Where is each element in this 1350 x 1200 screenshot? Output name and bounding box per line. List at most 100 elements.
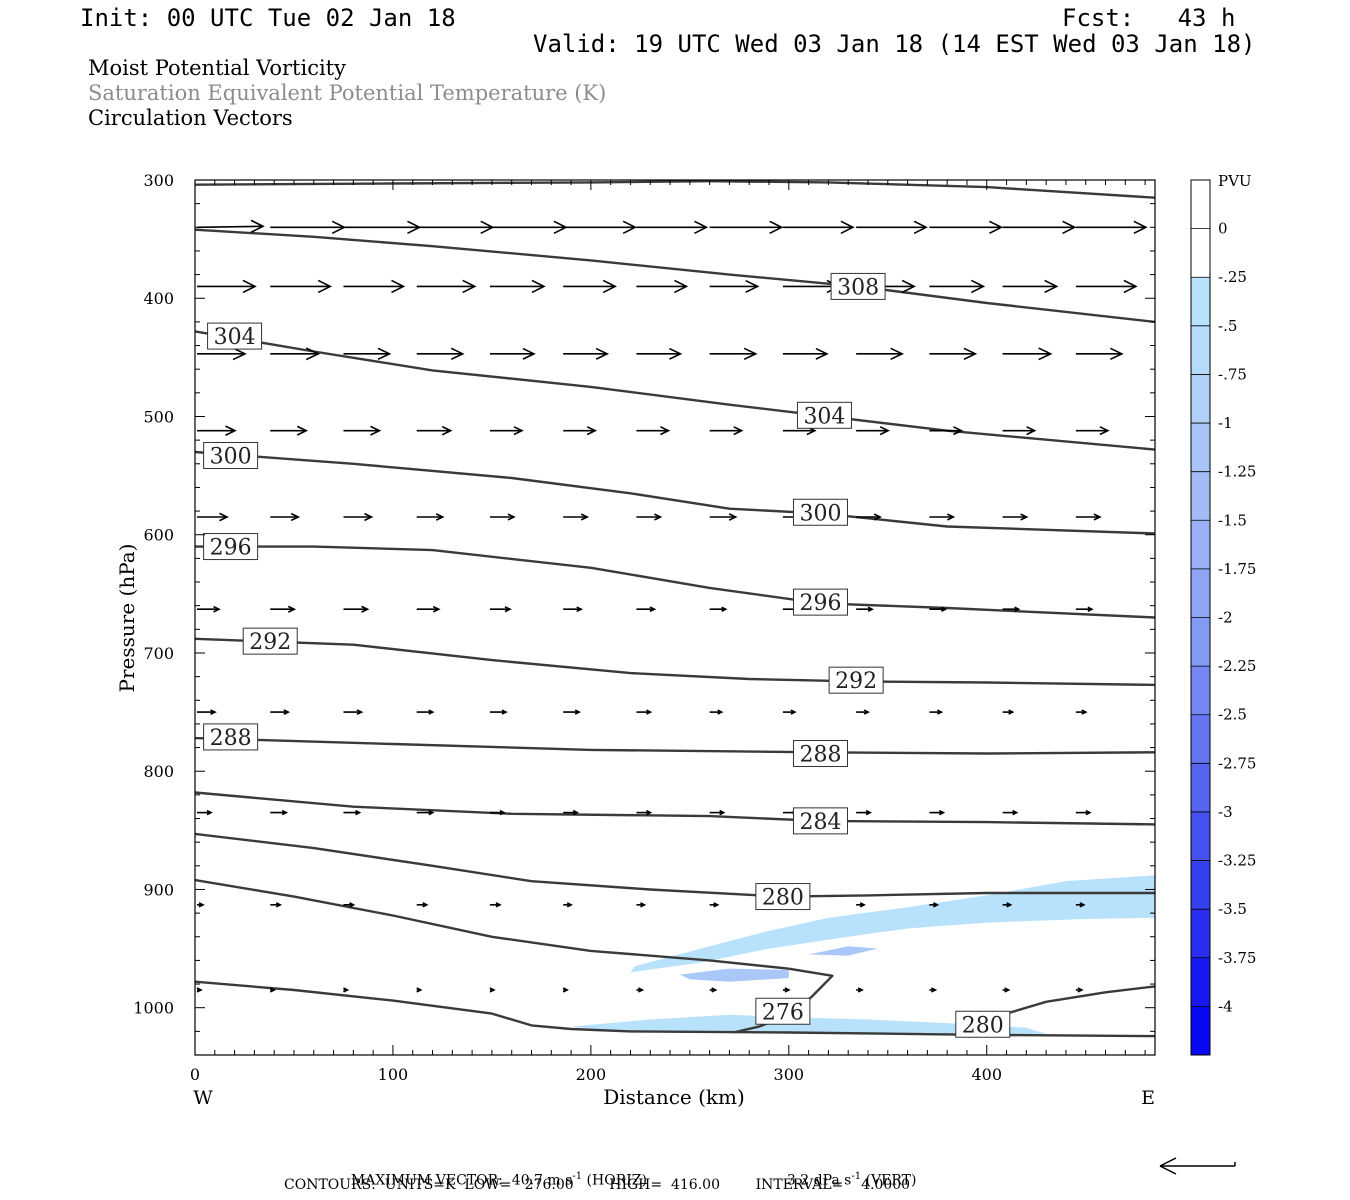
- colorbar-tick-label: -2.5: [1218, 706, 1247, 724]
- vector-head: [213, 605, 221, 613]
- vector-head: [572, 809, 579, 816]
- circulation-vector: [856, 606, 874, 612]
- circulation-vector: [563, 709, 581, 715]
- vector-head: [432, 605, 441, 613]
- vector-head: [1014, 606, 1021, 612]
- vector-head: [580, 513, 590, 521]
- vector-head: [865, 809, 872, 816]
- circulation-vector: [416, 605, 441, 613]
- vector-head: [1062, 220, 1077, 235]
- vector-head: [1133, 220, 1148, 235]
- vector-head: [711, 987, 718, 993]
- max-vert-exponent: -1: [851, 1171, 862, 1182]
- circulation-vector: [929, 709, 944, 715]
- vector-head: [198, 902, 205, 908]
- circulation-vector: [709, 347, 758, 361]
- y-tick-label: 800: [143, 762, 174, 781]
- vector-head: [1004, 987, 1011, 993]
- circulation-vector: [782, 220, 855, 235]
- contour-label-box: [207, 322, 263, 350]
- vector-head: [1038, 347, 1053, 361]
- vector-head: [640, 902, 647, 908]
- circulation-vector: [856, 987, 864, 993]
- circulation-vector: [636, 347, 683, 360]
- circulation-vector: [489, 902, 502, 908]
- vector-head: [377, 347, 392, 361]
- circulation-vector: [1075, 606, 1094, 612]
- vector-head: [1008, 709, 1015, 715]
- theta-contour-3: [195, 450, 1155, 535]
- vector-head: [728, 513, 738, 521]
- colorbar-swatch: [1191, 180, 1210, 230]
- vector-head: [290, 512, 301, 522]
- vector-head: [428, 709, 435, 715]
- circulation-vector: [1075, 426, 1110, 436]
- vector-head: [576, 606, 584, 613]
- circulation-vector: [197, 425, 237, 436]
- theta-contour-16: [195, 180, 1155, 199]
- vector-head: [283, 709, 291, 715]
- circulation-vector: [270, 347, 321, 361]
- vector-head: [422, 902, 429, 908]
- circulation-vector: [856, 347, 904, 361]
- vector-head: [281, 809, 289, 816]
- circulation-vector: [270, 709, 291, 715]
- contour-label: 284: [799, 810, 841, 835]
- vector-head: [674, 279, 689, 294]
- vector-head: [769, 220, 784, 235]
- vector-head: [989, 220, 1004, 235]
- circulation-vector: [929, 809, 946, 816]
- vector-head: [719, 809, 726, 816]
- circulation-vector: [856, 426, 890, 436]
- y-tick-label: 300: [143, 171, 174, 190]
- vector-head: [586, 426, 598, 436]
- max-horiz-tag: (HORIZ): [586, 1172, 647, 1189]
- vector-head: [963, 347, 978, 361]
- colorbar-tick-label: -2.25: [1218, 657, 1256, 675]
- theta-contour-14: [195, 980, 1155, 1038]
- circulation-vector: [343, 987, 350, 993]
- contour-label-box: [792, 807, 848, 835]
- circulation-vector: [270, 220, 347, 235]
- vector-head: [225, 425, 237, 436]
- vector-head: [638, 987, 645, 993]
- circulation-vector: [196, 219, 265, 234]
- vector-head: [901, 279, 916, 294]
- circulation-vector: [1075, 902, 1086, 908]
- circulation-vector: [636, 606, 657, 613]
- circulation-vector: [636, 987, 645, 993]
- colorbar-tick-label: -1.25: [1218, 463, 1256, 481]
- vector-head: [416, 987, 423, 993]
- y-tick-label: 900: [143, 880, 174, 899]
- vector-head: [210, 709, 217, 715]
- vector-head: [1079, 902, 1086, 908]
- circulation-vector: [782, 709, 797, 715]
- colorbar-swatch: [1191, 811, 1210, 862]
- circulation-vector: [343, 709, 364, 715]
- contour-label-box: [830, 272, 886, 300]
- vector-head: [1085, 809, 1092, 816]
- vector-head: [242, 279, 257, 294]
- colorbar-swatch: [1191, 471, 1210, 521]
- vector-head: [721, 606, 728, 612]
- circulation-vector: [197, 809, 213, 816]
- colorbar-tick-label: -.5: [1218, 317, 1237, 335]
- vector-head: [933, 902, 940, 908]
- circulation-vector: [929, 606, 948, 612]
- vector-head: [355, 809, 362, 816]
- vector-head: [857, 987, 864, 993]
- circulation-vector: [270, 279, 333, 294]
- vector-head: [507, 513, 516, 521]
- colorbar-tick-label: -.25: [1218, 268, 1247, 286]
- max-vert-value: 3.2 dPa s: [786, 1172, 852, 1189]
- circulation-vector: [636, 426, 671, 436]
- vector-head: [275, 902, 283, 908]
- x-axis-title: Distance (km): [603, 1085, 745, 1109]
- pv-shade-1: [571, 1014, 1047, 1035]
- colorbar-tick-label: -1.75: [1218, 560, 1256, 578]
- circulation-vector: [563, 279, 617, 294]
- vector-head: [913, 220, 928, 235]
- vector-head: [504, 606, 512, 613]
- circulation-vector: [270, 902, 283, 908]
